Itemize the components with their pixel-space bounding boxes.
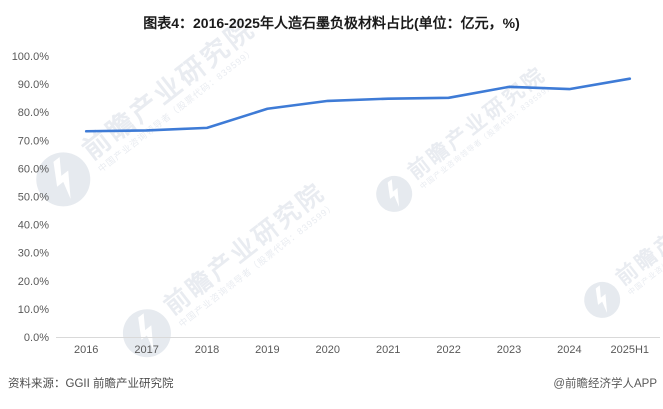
- y-tick-label: 20.0%: [18, 276, 49, 288]
- y-tick-label: 60.0%: [18, 163, 49, 175]
- x-axis-label: 2020: [316, 344, 340, 356]
- source-note: 资料来源：GGII 前瞻产业研究院: [8, 378, 174, 390]
- y-tick-label: 0.0%: [24, 332, 49, 344]
- y-tick-label: 30.0%: [18, 248, 49, 260]
- chart-title: 图表4：2016-2025年人造石墨负极材料占比(单位：亿元，%): [143, 15, 520, 31]
- x-axis-label: 2016: [74, 344, 98, 356]
- y-tick-label: 50.0%: [18, 192, 49, 204]
- x-axis-label: 2021: [376, 344, 400, 356]
- x-axis-label: 2025H1: [611, 344, 650, 356]
- x-axis-label: 2019: [255, 344, 279, 356]
- y-tick-label: 70.0%: [18, 135, 49, 147]
- x-axis-label: 2017: [134, 344, 158, 356]
- credit-note: @前瞻经济学人APP: [553, 378, 657, 390]
- y-tick-label: 90.0%: [18, 79, 49, 91]
- y-tick-label: 80.0%: [18, 107, 49, 119]
- y-tick-label: 100.0%: [12, 51, 50, 63]
- x-axis-label: 2024: [557, 344, 581, 356]
- x-axis-label: 2023: [497, 344, 521, 356]
- y-tick-label: 10.0%: [18, 304, 49, 316]
- x-axis-label: 2018: [195, 344, 219, 356]
- x-axis-label: 2022: [436, 344, 460, 356]
- y-tick-label: 40.0%: [18, 220, 49, 232]
- data-line: [84, 77, 632, 133]
